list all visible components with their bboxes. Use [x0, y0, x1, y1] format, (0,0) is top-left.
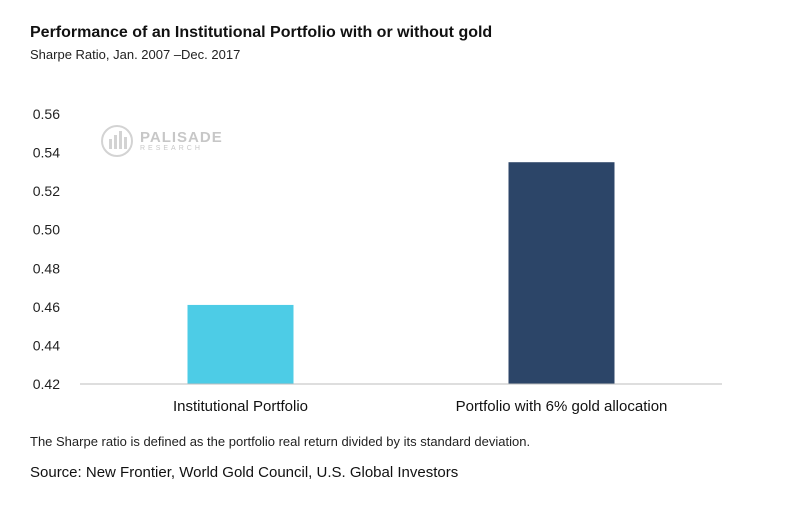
palisade-logo: PALISADE RESEARCH — [100, 124, 223, 158]
y-axis: 0.42 0.44 0.46 0.48 0.50 0.52 0.54 0.56 — [33, 106, 60, 392]
y-tick-label: 0.56 — [33, 106, 60, 122]
bar-2 — [508, 162, 615, 384]
footnote: The Sharpe ratio is defined as the portf… — [30, 434, 531, 449]
x-category-label: Portfolio with 6% gold allocation — [456, 398, 668, 415]
source-note: Source: New Frontier, World Gold Council… — [30, 464, 459, 481]
bars — [187, 162, 615, 384]
y-tick-label: 0.54 — [33, 145, 60, 161]
bar-1 — [187, 304, 294, 384]
y-tick-label: 0.44 — [33, 337, 60, 353]
y-tick-label: 0.42 — [33, 376, 60, 392]
chart-title: Performance of an Institutional Portfoli… — [30, 24, 493, 41]
logo-text-primary: PALISADE — [140, 129, 223, 146]
logo-text-secondary: RESEARCH — [140, 145, 203, 152]
y-tick-label: 0.52 — [33, 183, 60, 199]
x-axis: Institutional Portfolio Portfolio with 6%… — [173, 398, 667, 415]
palisade-logo-icon — [101, 125, 133, 157]
y-tick-label: 0.48 — [33, 260, 60, 276]
x-category-label: Institutional Portfolio — [173, 398, 308, 415]
chart-subtitle: Sharpe Ratio, Jan. 2007 –Dec. 2017 — [30, 47, 241, 62]
y-tick-label: 0.46 — [33, 299, 60, 315]
y-tick-label: 0.50 — [33, 222, 60, 238]
